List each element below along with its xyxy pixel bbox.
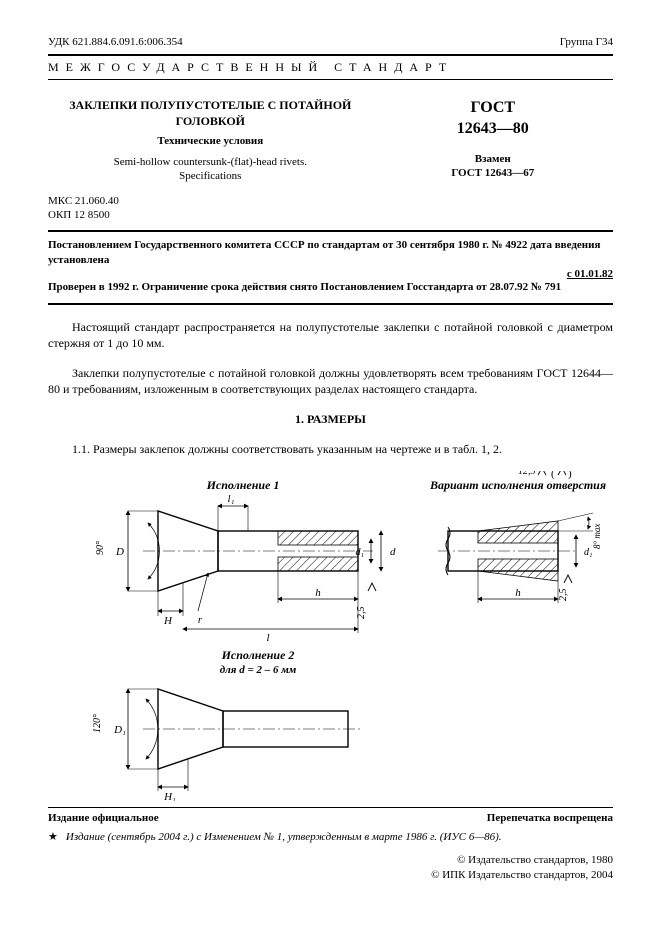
view-execution-1: Исполнение 1 D 90°	[95, 478, 396, 644]
subtitle-en: Specifications	[48, 169, 373, 183]
standard-banner: МЕЖГОСУДАРСТВЕННЫЙ СТАНДАРТ	[48, 54, 613, 80]
title-block: ЗАКЛЕПКИ ПОЛУПУСТОТЕЛЫЕ С ПОТАЙНОЙ ГОЛОВ…	[48, 98, 613, 184]
dim-h: h	[315, 587, 321, 599]
dim-H1: H₁	[163, 791, 176, 801]
ra-25-b: 2,5	[558, 588, 569, 601]
decree-date: с 01.01.82	[48, 268, 613, 280]
dim-H: H	[163, 615, 173, 627]
dim-d: d	[390, 546, 396, 558]
dim-D: D	[115, 546, 124, 558]
paragraph-2: Заклепки полупустотелые с потайной голов…	[48, 365, 613, 397]
edition-note: ★Издание (сентябрь 2004 г.) с Изменением…	[48, 830, 613, 843]
title-ru: ЗАКЛЕПКИ ПОЛУПУСТОТЕЛЫЕ С ПОТАЙНОЙ ГОЛОВ…	[48, 98, 373, 129]
label-execution-2: Исполнение 2	[221, 648, 295, 662]
dim-h2: h	[515, 587, 521, 599]
footer-rule	[48, 807, 613, 808]
dim-D1: D₁	[113, 724, 126, 736]
rule-below-decree	[48, 303, 613, 305]
copyright-2: © ИПК Издательство стандартов, 2004	[48, 868, 613, 883]
svg-text:): )	[568, 471, 572, 480]
mks-code: МКС 21.060.40	[48, 194, 613, 208]
decree-line-2: Проверен в 1992 г. Ограничение срока дей…	[48, 280, 613, 295]
dim-r: r	[198, 614, 203, 626]
top-line: УДК 621.884.6.091.6:006.354 Группа Г34	[48, 36, 613, 48]
okp-code: ОКП 12 8500	[48, 208, 613, 222]
svg-text:(: (	[551, 471, 555, 480]
ra-25-a: 2,5	[356, 606, 367, 619]
official-edition: Издание официальное	[48, 812, 159, 824]
title-en: Semi-hollow countersunk-(flat)-head rive…	[48, 155, 373, 169]
label-execution-1: Исполнение 1	[206, 478, 280, 492]
dim-angle-8: 8° max	[592, 523, 602, 548]
dim-angle-90: 90°	[95, 541, 106, 555]
dim-angle-120: 120°	[92, 714, 103, 733]
drawing-svg: Исполнение 1 D 90°	[48, 471, 613, 801]
label-variant: Вариант исполнения отверстия	[429, 478, 606, 492]
gost-label: ГОСТ	[373, 98, 613, 119]
replaces-block: Взамен ГОСТ 12643—67	[373, 152, 613, 181]
copyright-block: © Издательство стандартов, 1980 © ИПК Из…	[48, 853, 613, 883]
subtitle-ru: Технические условия	[48, 135, 373, 147]
replaces-label: Взамен	[475, 153, 511, 165]
dim-d1: d₁	[356, 547, 364, 558]
star-icon: ★	[48, 831, 58, 843]
ra-125: 12,5	[518, 471, 536, 477]
rule-above-decree	[48, 230, 613, 232]
view-hole-variant: Вариант исполнения отверстия 12,5 ( )	[429, 471, 606, 603]
dim-l1: l₁	[228, 493, 235, 505]
copyright-1: © Издательство стандартов, 1980	[48, 853, 613, 868]
classification-codes: МКС 21.060.40 ОКП 12 8500	[48, 194, 613, 223]
paragraph-3: 1.1. Размеры заклепок должны соответство…	[48, 441, 613, 457]
decree-line-1: Постановлением Государственного комитета…	[48, 238, 613, 268]
group-code: Группа Г34	[560, 36, 613, 48]
label-execution-2-sub: для d = 2 – 6 мм	[220, 664, 297, 676]
title-right: ГОСТ 12643—80 Взамен ГОСТ 12643—67	[373, 98, 613, 184]
gost-number: 12643—80	[373, 119, 613, 140]
dim-l: l	[266, 632, 269, 644]
view-execution-2: Исполнение 2 для d = 2 – 6 мм D₁ 120° H₁	[92, 648, 363, 801]
udc-code: УДК 621.884.6.091.6:006.354	[48, 36, 183, 48]
technical-drawing: Исполнение 1 D 90°	[48, 471, 613, 801]
reprint-forbidden: Перепечатка воспрещена	[487, 812, 613, 824]
footer-row: Издание официальное Перепечатка воспреще…	[48, 812, 613, 824]
paragraph-1: Настоящий стандарт распространяется на п…	[48, 319, 613, 351]
page: УДК 621.884.6.091.6:006.354 Группа Г34 М…	[0, 0, 661, 936]
title-left: ЗАКЛЕПКИ ПОЛУПУСТОТЕЛЫЕ С ПОТАЙНОЙ ГОЛОВ…	[48, 98, 373, 184]
replaces-number: ГОСТ 12643—67	[451, 167, 534, 179]
section-heading: 1. РАЗМЕРЫ	[48, 412, 613, 427]
